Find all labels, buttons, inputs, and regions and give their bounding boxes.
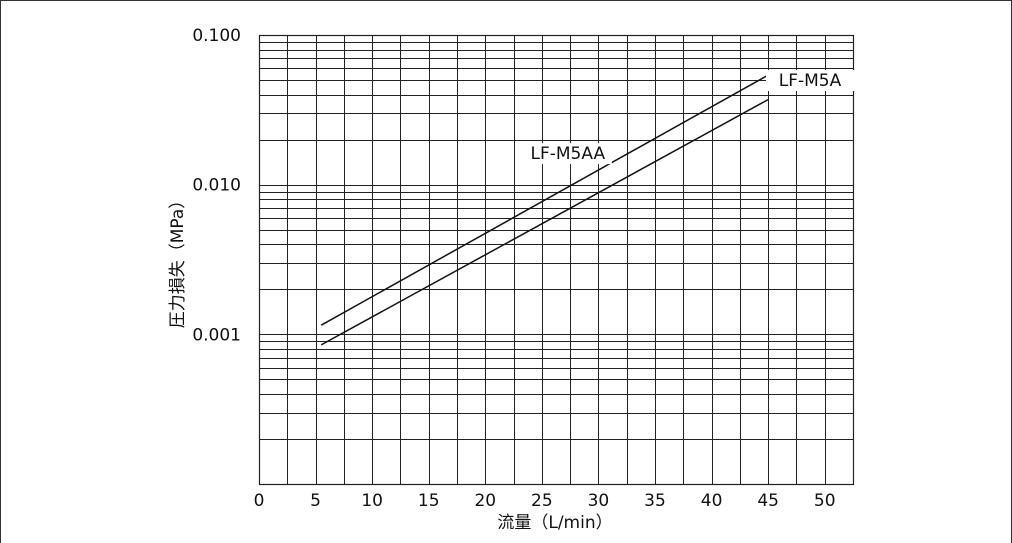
x-tick-label: 5 xyxy=(310,491,321,511)
x-tick-label: 45 xyxy=(757,491,779,511)
series-label-bg xyxy=(523,143,612,165)
x-tick-label: 20 xyxy=(474,491,496,511)
y-tick-label: 0.100 xyxy=(192,26,241,46)
y-tick-label: 0.010 xyxy=(192,176,241,196)
series-layer: LF-M5AA LF-M5A xyxy=(320,70,858,346)
y-axis-label: 圧力損失（MPa） xyxy=(168,192,188,329)
series-line-lf-m5aa xyxy=(320,74,769,326)
x-tick-label: 40 xyxy=(701,491,723,511)
y-tick-labels: 0.100 0.010 0.001 xyxy=(192,26,241,345)
x-axis-label: 流量（L/min） xyxy=(497,513,612,533)
series-line-lf-m5a xyxy=(320,98,769,346)
x-tick-label: 15 xyxy=(418,491,440,511)
x-tick-label: 0 xyxy=(254,491,265,511)
series-label-lf-m5a: LF-M5A xyxy=(779,71,842,91)
series-label-bg xyxy=(766,70,858,92)
x-tick-label: 10 xyxy=(361,491,383,511)
x-tick-label: 50 xyxy=(814,491,836,511)
plot-area-border xyxy=(258,34,855,486)
grid xyxy=(258,34,855,486)
y-tick-label: 0.001 xyxy=(192,325,241,345)
series-label-lf-m5aa: LF-M5AA xyxy=(530,144,605,164)
x-tick-label: 30 xyxy=(588,491,610,511)
x-tick-label: 25 xyxy=(531,491,553,511)
x-tick-label: 35 xyxy=(644,491,666,511)
x-tick-labels: 0 5 10 15 20 25 30 35 40 45 50 xyxy=(254,491,836,511)
